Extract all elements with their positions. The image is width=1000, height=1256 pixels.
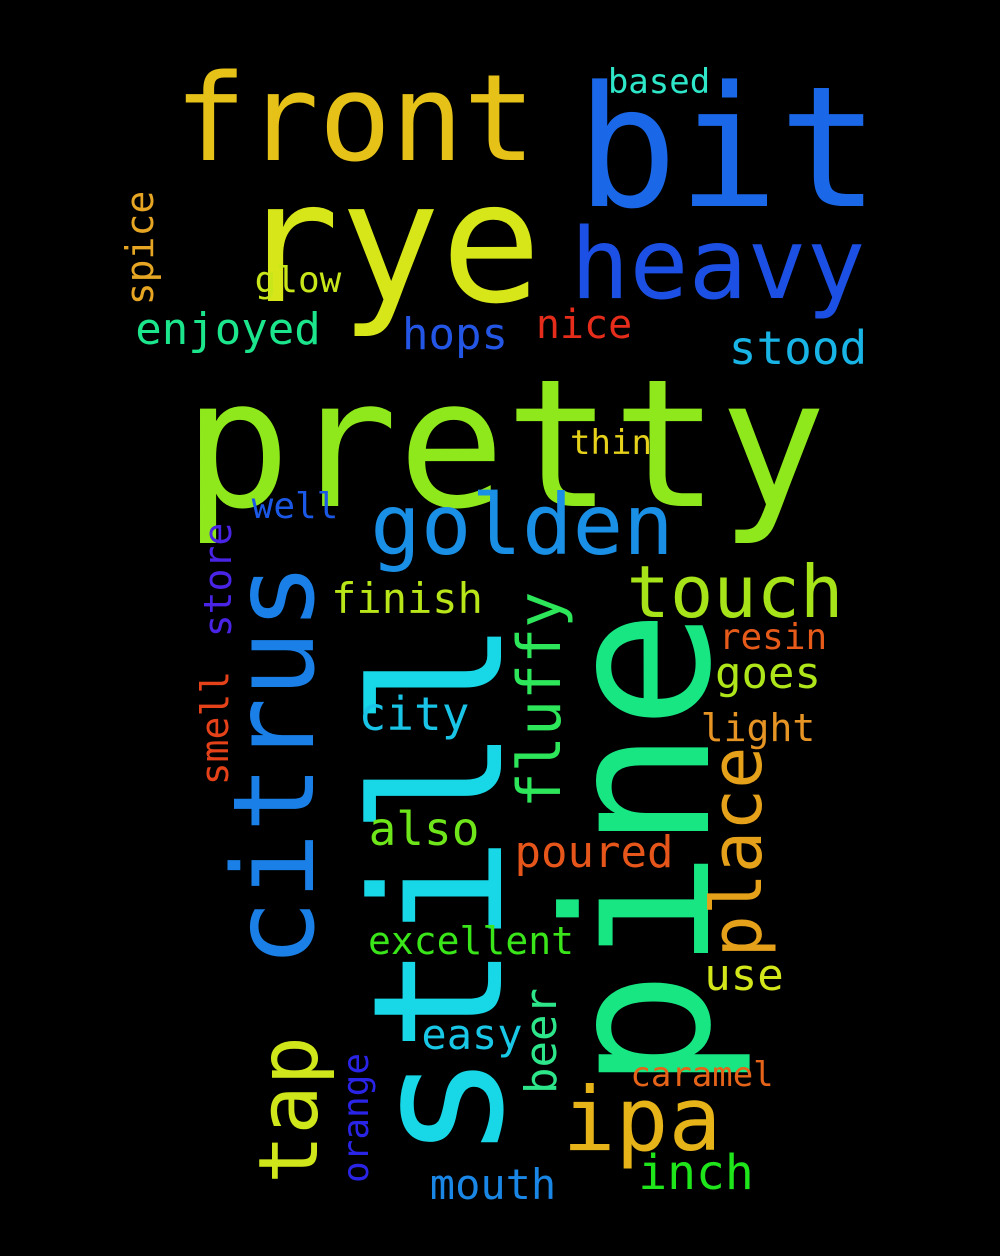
word-bit: bit: [576, 50, 880, 246]
word-inch: inch: [638, 1145, 754, 1201]
word-fluffy: fluffy: [505, 591, 575, 809]
word-place: place: [696, 746, 778, 958]
word-tap: tap: [242, 1035, 337, 1185]
word-goes: goes: [715, 648, 821, 699]
word-golden: golden: [370, 476, 674, 574]
word-use: use: [704, 950, 784, 1001]
word-enjoyed: enjoyed: [135, 304, 321, 355]
word-glow: glow: [254, 260, 342, 301]
word-pretty: pretty: [183, 341, 827, 548]
word-based: based: [607, 62, 711, 102]
word-spice: spice: [118, 190, 162, 306]
word-hops: hops: [402, 309, 508, 360]
word-nice: nice: [535, 302, 633, 348]
word-easy: easy: [421, 1010, 523, 1059]
word-also: also: [368, 802, 480, 856]
word-store: store: [196, 522, 240, 638]
word-finish: finish: [331, 574, 483, 623]
word-well: well: [251, 486, 339, 527]
word-smell: smell: [193, 670, 237, 786]
word-light: light: [700, 706, 816, 750]
word-city: city: [358, 687, 470, 741]
word-mouth: mouth: [429, 1160, 557, 1209]
word-thin: thin: [570, 423, 652, 463]
word-poured: poured: [514, 827, 674, 878]
word-front: front: [174, 50, 536, 189]
word-touch: touch: [626, 550, 844, 634]
word-beer: beer: [516, 988, 567, 1094]
word-orange: orange: [336, 1052, 377, 1184]
word-excellent: excellent: [368, 919, 574, 963]
word-ipa: ipa: [562, 1068, 722, 1171]
word-caramel: caramel: [630, 1055, 774, 1095]
word-stood: stood: [728, 321, 868, 375]
word-heavy: heavy: [570, 208, 866, 322]
word-resin: resin: [718, 617, 828, 658]
word-rye: rye: [238, 145, 542, 341]
